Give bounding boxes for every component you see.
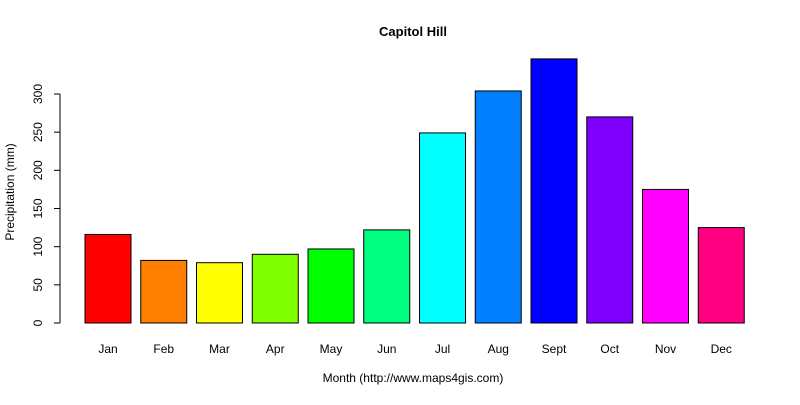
bar-jun xyxy=(363,229,411,324)
chart-title: Capitol Hill xyxy=(379,24,447,39)
y-tick-label: 250 xyxy=(31,122,45,142)
y-tick-label: 150 xyxy=(31,198,45,218)
x-tick-labels: Jan Feb Mar Apr May Jun Jul Aug Sept Oct Nov Dec xyxy=(98,342,732,356)
bar-may xyxy=(307,248,355,324)
x-tick-label: Aug xyxy=(488,342,509,356)
x-tick-label: Oct xyxy=(600,342,619,356)
y-tick-label: 100 xyxy=(31,236,45,256)
bar-jan xyxy=(84,233,132,324)
bar-mar xyxy=(196,262,243,324)
bar-jul xyxy=(419,132,466,324)
y-tick-label: 50 xyxy=(31,278,45,292)
x-tick-label: Sept xyxy=(542,342,567,356)
x-tick-label: May xyxy=(320,342,343,356)
x-tick-label: Jun xyxy=(377,342,396,356)
x-tick-label: Nov xyxy=(655,342,676,356)
bar-oct xyxy=(586,116,634,324)
bar-dec xyxy=(697,227,745,324)
x-axis-label: Month (http://www.maps4gis.com) xyxy=(323,371,504,385)
bar-feb xyxy=(140,259,188,324)
y-tick-label: 200 xyxy=(31,160,45,180)
y-tick-label: 0 xyxy=(31,319,45,326)
y-axis-label: Precipitation (mm) xyxy=(3,143,17,240)
bar-nov xyxy=(642,188,689,324)
x-tick-label: Mar xyxy=(209,342,230,356)
x-tick-label: Apr xyxy=(266,342,285,356)
bar-apr xyxy=(251,253,299,324)
bar-aug xyxy=(474,90,522,324)
y-tick-label: 300 xyxy=(31,84,45,104)
x-tick-label: Jul xyxy=(435,342,450,356)
y-axis: 0 50 100 150 200 250 300 xyxy=(31,84,61,326)
x-tick-label: Jan xyxy=(98,342,117,356)
bar-sept xyxy=(530,58,578,324)
x-tick-label: Dec xyxy=(711,342,732,356)
bars xyxy=(84,58,745,324)
x-tick-label: Feb xyxy=(153,342,174,356)
